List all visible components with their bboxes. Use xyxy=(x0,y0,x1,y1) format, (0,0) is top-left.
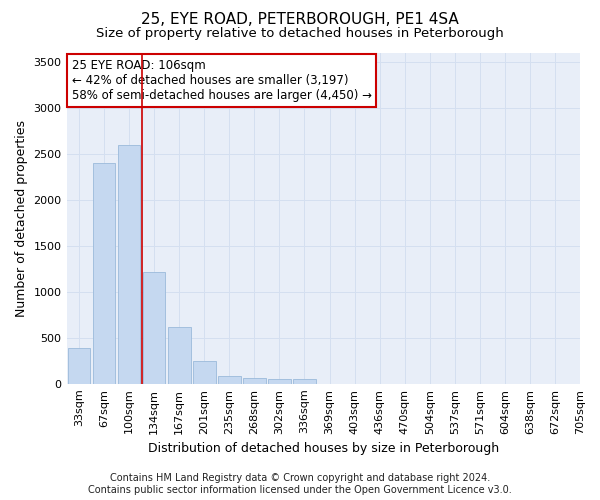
Text: Size of property relative to detached houses in Peterborough: Size of property relative to detached ho… xyxy=(96,28,504,40)
Y-axis label: Number of detached properties: Number of detached properties xyxy=(15,120,28,316)
Bar xyxy=(143,272,166,384)
Bar xyxy=(118,144,140,384)
Bar xyxy=(293,379,316,384)
Bar xyxy=(268,378,291,384)
X-axis label: Distribution of detached houses by size in Peterborough: Distribution of detached houses by size … xyxy=(148,442,499,455)
Bar xyxy=(243,378,266,384)
Text: 25, EYE ROAD, PETERBOROUGH, PE1 4SA: 25, EYE ROAD, PETERBOROUGH, PE1 4SA xyxy=(141,12,459,28)
Bar xyxy=(218,376,241,384)
Bar xyxy=(168,326,191,384)
Bar xyxy=(68,348,91,384)
Text: 25 EYE ROAD: 106sqm
← 42% of detached houses are smaller (3,197)
58% of semi-det: 25 EYE ROAD: 106sqm ← 42% of detached ho… xyxy=(71,59,371,102)
Text: Contains HM Land Registry data © Crown copyright and database right 2024.
Contai: Contains HM Land Registry data © Crown c… xyxy=(88,474,512,495)
Bar xyxy=(93,163,115,384)
Bar xyxy=(193,361,215,384)
